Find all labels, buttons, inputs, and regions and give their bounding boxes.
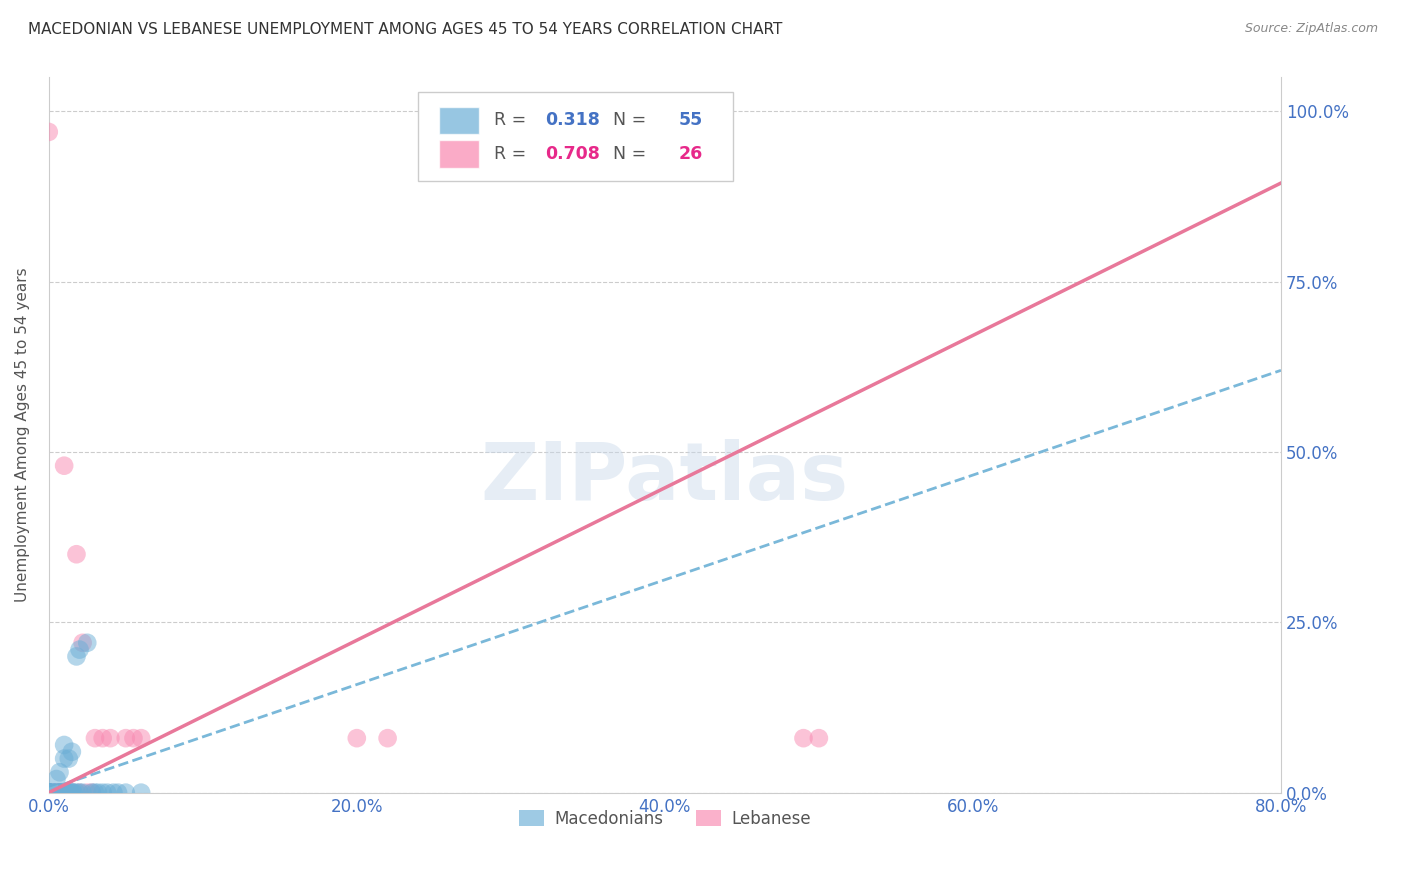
Point xyxy=(56,786,79,800)
Point xyxy=(49,786,72,800)
Point xyxy=(38,786,60,800)
Point xyxy=(45,786,67,800)
Point xyxy=(38,125,60,139)
Point xyxy=(49,786,72,800)
Point xyxy=(56,786,79,800)
Legend: Macedonians, Lebanese: Macedonians, Lebanese xyxy=(512,803,817,834)
Point xyxy=(38,786,60,800)
Point xyxy=(38,786,60,800)
Point xyxy=(80,786,103,800)
Text: R =: R = xyxy=(494,145,531,163)
Text: MACEDONIAN VS LEBANESE UNEMPLOYMENT AMONG AGES 45 TO 54 YEARS CORRELATION CHART: MACEDONIAN VS LEBANESE UNEMPLOYMENT AMON… xyxy=(28,22,783,37)
Point xyxy=(56,786,79,800)
Point xyxy=(38,786,60,800)
FancyBboxPatch shape xyxy=(419,92,733,181)
Point xyxy=(38,786,60,800)
Text: 55: 55 xyxy=(679,112,703,129)
Text: N =: N = xyxy=(602,112,652,129)
Point xyxy=(38,786,60,800)
Point xyxy=(80,786,103,800)
Point xyxy=(48,786,70,800)
Point xyxy=(114,786,136,800)
Point xyxy=(69,786,91,800)
Point xyxy=(96,786,118,800)
Point xyxy=(38,786,60,800)
Point xyxy=(76,636,98,650)
Point xyxy=(48,786,70,800)
Point xyxy=(65,649,87,664)
Point xyxy=(122,731,145,746)
Point xyxy=(62,786,84,800)
Point xyxy=(38,786,60,800)
Point xyxy=(38,786,60,800)
Point xyxy=(65,547,87,561)
Text: Source: ZipAtlas.com: Source: ZipAtlas.com xyxy=(1244,22,1378,36)
Point xyxy=(42,786,65,800)
Point xyxy=(62,786,84,800)
FancyBboxPatch shape xyxy=(439,140,479,168)
Point xyxy=(38,786,60,800)
Point xyxy=(129,731,152,746)
Point xyxy=(76,786,98,800)
Point xyxy=(807,731,830,746)
Point xyxy=(45,786,67,800)
Point xyxy=(42,786,65,800)
Text: 0.318: 0.318 xyxy=(546,112,600,129)
Text: 26: 26 xyxy=(679,145,703,163)
Point xyxy=(98,731,121,746)
Point xyxy=(129,786,152,800)
Point xyxy=(53,786,76,800)
Point xyxy=(45,786,67,800)
Point xyxy=(103,786,125,800)
Point xyxy=(377,731,399,746)
Point xyxy=(91,731,114,746)
Point xyxy=(114,731,136,746)
Point xyxy=(84,786,107,800)
FancyBboxPatch shape xyxy=(439,107,479,134)
Text: ZIPatlas: ZIPatlas xyxy=(481,439,849,517)
Point xyxy=(53,786,76,800)
Point xyxy=(65,786,87,800)
Point xyxy=(38,786,60,800)
Y-axis label: Unemployment Among Ages 45 to 54 years: Unemployment Among Ages 45 to 54 years xyxy=(15,268,30,602)
Point xyxy=(58,786,80,800)
Point xyxy=(69,786,91,800)
Point xyxy=(60,745,83,759)
Point xyxy=(48,786,70,800)
Point xyxy=(69,642,91,657)
Point xyxy=(42,786,65,800)
Point xyxy=(53,751,76,765)
Point xyxy=(38,786,60,800)
Point xyxy=(58,751,80,765)
Point xyxy=(38,786,60,800)
Point xyxy=(38,786,60,800)
Point xyxy=(87,786,110,800)
Text: 0.708: 0.708 xyxy=(546,145,600,163)
Point xyxy=(53,738,76,752)
Point xyxy=(60,786,83,800)
Point xyxy=(38,786,60,800)
Point xyxy=(53,458,76,473)
Point xyxy=(60,786,83,800)
Point xyxy=(72,786,94,800)
Point xyxy=(38,786,60,800)
Point xyxy=(59,786,82,800)
Point xyxy=(84,731,107,746)
Point xyxy=(38,786,60,800)
Point xyxy=(72,636,94,650)
Point xyxy=(346,731,368,746)
Point xyxy=(42,786,65,800)
Point xyxy=(48,765,70,780)
Point xyxy=(792,731,814,746)
Point xyxy=(38,786,60,800)
Point xyxy=(48,786,70,800)
Text: N =: N = xyxy=(602,145,652,163)
Point xyxy=(107,786,129,800)
Point xyxy=(49,786,72,800)
Point xyxy=(91,786,114,800)
Text: R =: R = xyxy=(494,112,531,129)
Point xyxy=(45,772,67,786)
